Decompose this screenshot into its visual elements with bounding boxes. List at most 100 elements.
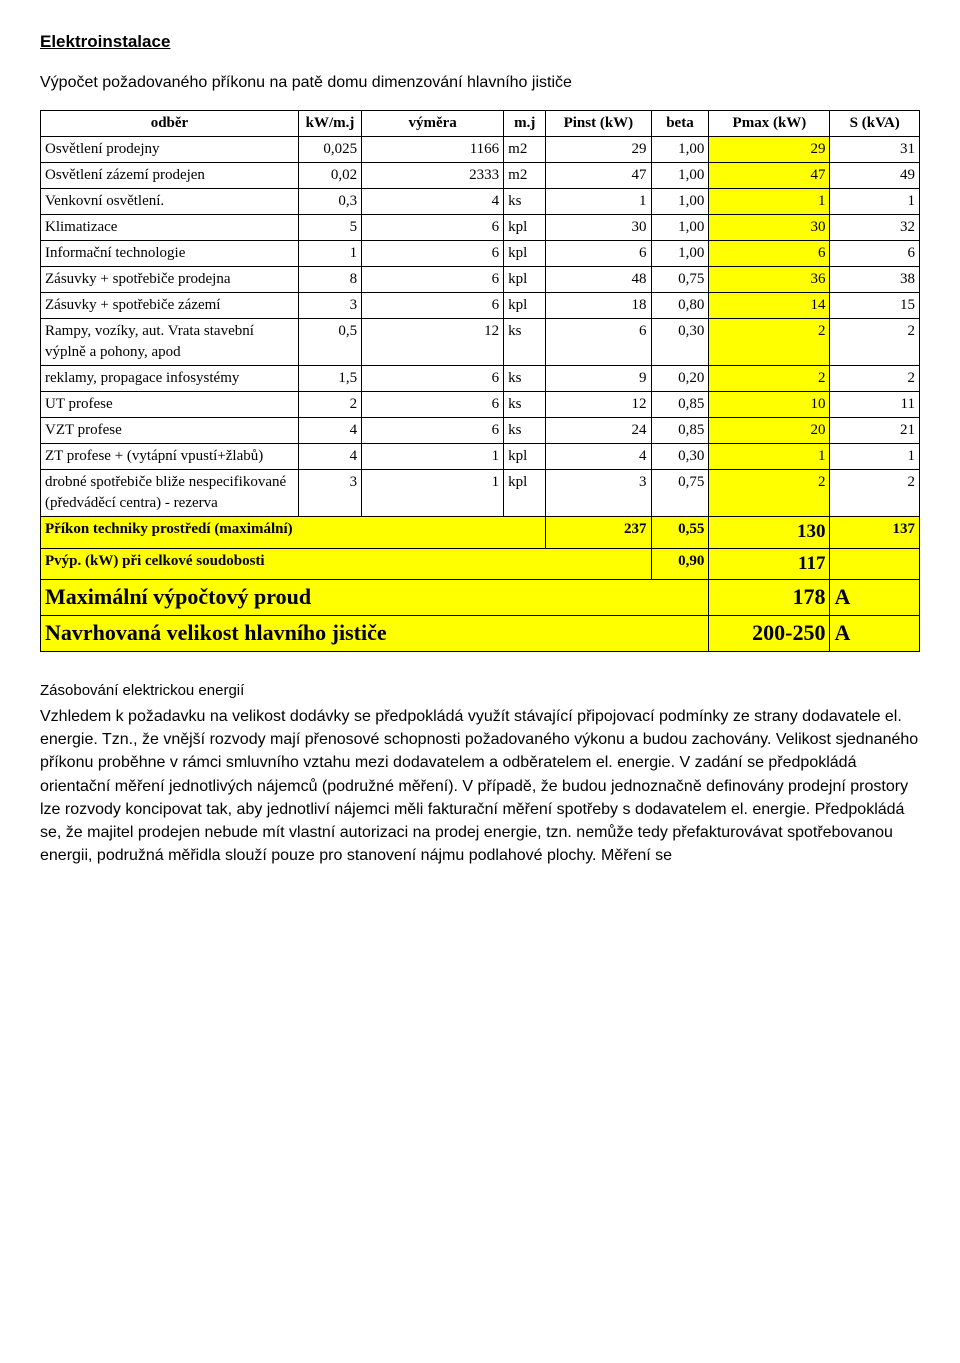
cell-skva: 11 (830, 392, 920, 418)
cell-mj: ks (504, 319, 546, 366)
cell-skva: 1 (830, 189, 920, 215)
cell-pinst: 18 (546, 293, 651, 319)
cell-mj: kpl (504, 267, 546, 293)
cell-beta: 1,00 (651, 137, 709, 163)
cell-label: Venkovní osvětlení. (41, 189, 299, 215)
cell-vymera: 6 (362, 293, 504, 319)
cell-pinst: 6 (546, 319, 651, 366)
cell-skva: 2 (830, 470, 920, 517)
cell-label: ZT profese + (vytápní vpustí+žlabů) (41, 444, 299, 470)
cell-pmax: 47 (709, 163, 830, 189)
cell-label: Klimatizace (41, 215, 299, 241)
cell-vymera: 6 (362, 418, 504, 444)
cell-kwmj: 3 (298, 470, 361, 517)
cell-mj: ks (504, 392, 546, 418)
cell-pmax: 2 (709, 470, 830, 517)
table-row: Rampy, vozíky, aut. Vrata stavební výpln… (41, 319, 920, 366)
table-row: Venkovní osvětlení.0,34ks11,0011 (41, 189, 920, 215)
row-prikon-max: Příkon techniky prostředí (maximální) 23… (41, 517, 920, 549)
th-kwmj: kW/m.j (298, 111, 361, 137)
th-vymera: výměra (362, 111, 504, 137)
th-pmax: Pmax (kW) (709, 111, 830, 137)
cell-beta: 0,55 (651, 517, 709, 549)
cell-vymera: 6 (362, 267, 504, 293)
cell-kwmj: 0,025 (298, 137, 361, 163)
cell-skva: 1 (830, 444, 920, 470)
cell-kwmj: 1 (298, 241, 361, 267)
cell-beta: 0,30 (651, 319, 709, 366)
cell-pmax: 14 (709, 293, 830, 319)
cell-label: VZT profese (41, 418, 299, 444)
cell-kwmj: 8 (298, 267, 361, 293)
cell-label: Osvětlení prodejny (41, 137, 299, 163)
cell-skva: 32 (830, 215, 920, 241)
cell-skva: 49 (830, 163, 920, 189)
cell-label: Pvýp. (kW) při celkové soudobosti (41, 548, 652, 580)
th-beta: beta (651, 111, 709, 137)
cell-mj: ks (504, 418, 546, 444)
cell-beta: 0,75 (651, 470, 709, 517)
cell-kwmj: 0,5 (298, 319, 361, 366)
cell-pinst: 29 (546, 137, 651, 163)
cell-kwmj: 1,5 (298, 366, 361, 392)
cell-label: UT profese (41, 392, 299, 418)
cell-pmax: 1 (709, 189, 830, 215)
table-row: reklamy, propagace infosystémy1,56ks90,2… (41, 366, 920, 392)
cell-pinst: 48 (546, 267, 651, 293)
cell-vymera: 6 (362, 392, 504, 418)
cell-pinst: 4 (546, 444, 651, 470)
cell-skva: 2 (830, 319, 920, 366)
cell-pinst: 12 (546, 392, 651, 418)
cell-empty (830, 548, 920, 580)
cell-vymera: 1 (362, 444, 504, 470)
cell-mj: m2 (504, 137, 546, 163)
cell-pmax: 6 (709, 241, 830, 267)
cell-label: Zásuvky + spotřebiče zázemí (41, 293, 299, 319)
cell-label: reklamy, propagace infosystémy (41, 366, 299, 392)
table-row: UT profese26ks120,851011 (41, 392, 920, 418)
cell-beta: 0,90 (651, 548, 709, 580)
table-row: drobné spotřebiče bliže nespecifikované … (41, 470, 920, 517)
th-pinst: Pinst (kW) (546, 111, 651, 137)
cell-mj: ks (504, 189, 546, 215)
cell-pinst: 1 (546, 189, 651, 215)
section-text: Vzhledem k požadavku na velikost dodávky… (40, 705, 920, 867)
table-row: ZT profese + (vytápní vpustí+žlabů)41kpl… (41, 444, 920, 470)
cell-unit: A (830, 616, 920, 652)
cell-skva: 31 (830, 137, 920, 163)
cell-kwmj: 5 (298, 215, 361, 241)
cell-mj: kpl (504, 215, 546, 241)
cell-vymera: 6 (362, 215, 504, 241)
table-row: Zásuvky + spotřebiče prodejna86kpl480,75… (41, 267, 920, 293)
table-row: Informační technologie16kpl61,0066 (41, 241, 920, 267)
cell-pinst: 30 (546, 215, 651, 241)
cell-pinst: 6 (546, 241, 651, 267)
cell-label: Informační technologie (41, 241, 299, 267)
cell-kwmj: 4 (298, 444, 361, 470)
cell-kwmj: 0,02 (298, 163, 361, 189)
cell-skva: 38 (830, 267, 920, 293)
cell-beta: 0,85 (651, 392, 709, 418)
table-row: Osvětlení prodejny0,0251166m2291,002931 (41, 137, 920, 163)
cell-pmax: 36 (709, 267, 830, 293)
cell-skva: 2 (830, 366, 920, 392)
cell-vymera: 2333 (362, 163, 504, 189)
cell-vymera: 1 (362, 470, 504, 517)
cell-beta: 0,30 (651, 444, 709, 470)
cell-vymera: 4 (362, 189, 504, 215)
th-mj: m.j (504, 111, 546, 137)
cell-beta: 1,00 (651, 189, 709, 215)
cell-beta: 0,75 (651, 267, 709, 293)
cell-beta: 1,00 (651, 215, 709, 241)
table-row: VZT profese46ks240,852021 (41, 418, 920, 444)
cell-label: Rampy, vozíky, aut. Vrata stavební výpln… (41, 319, 299, 366)
cell-skva: 21 (830, 418, 920, 444)
section-heading: Zásobování elektrickou energií (40, 680, 920, 701)
cell-mj: kpl (504, 444, 546, 470)
cell-beta: 0,85 (651, 418, 709, 444)
th-odber: odběr (41, 111, 299, 137)
cell-kwmj: 4 (298, 418, 361, 444)
cell-label: Navrhovaná velikost hlavního jističe (41, 616, 709, 652)
row-max-proud: Maximální výpočtový proud 178 A (41, 580, 920, 616)
cell-pmax: 2 (709, 366, 830, 392)
